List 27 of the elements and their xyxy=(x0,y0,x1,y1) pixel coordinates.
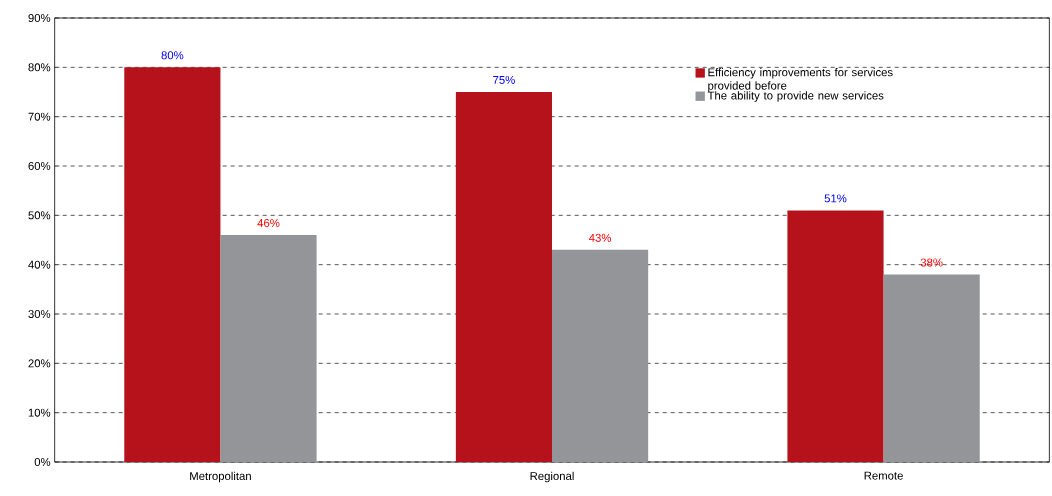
bar xyxy=(883,274,980,462)
x-tick-label: Regional xyxy=(530,471,574,483)
y-tick-label: 50% xyxy=(28,211,51,220)
data-label: 80% xyxy=(161,51,184,60)
bar xyxy=(124,67,221,462)
legend-label: Efficiency improvements for services provided before xyxy=(708,68,893,92)
data-label: 38% xyxy=(920,258,943,267)
bar xyxy=(455,92,553,462)
y-tick-label: 90% xyxy=(28,14,51,23)
y-tick-label: 30% xyxy=(28,310,51,319)
legend-label: The ability to provide new services xyxy=(707,91,884,102)
bar xyxy=(220,235,317,462)
x-tick-label: Metropolitan xyxy=(190,471,251,483)
y-tick-label: 70% xyxy=(28,112,51,121)
data-label: 51% xyxy=(824,194,847,203)
bar xyxy=(552,249,649,462)
data-label: 43% xyxy=(588,233,612,242)
y-tick-label: 60% xyxy=(28,162,51,171)
y-tick-label: 40% xyxy=(28,260,51,269)
bar xyxy=(787,210,884,462)
y-tick-label: 0% xyxy=(34,458,51,467)
data-label: 46% xyxy=(257,219,280,228)
y-tick-label: 20% xyxy=(28,359,51,368)
y-tick-label: 10% xyxy=(28,408,51,417)
x-tick-label: Remote xyxy=(864,471,903,480)
data-label: 75% xyxy=(493,75,515,84)
y-tick-label: 80% xyxy=(28,63,51,72)
